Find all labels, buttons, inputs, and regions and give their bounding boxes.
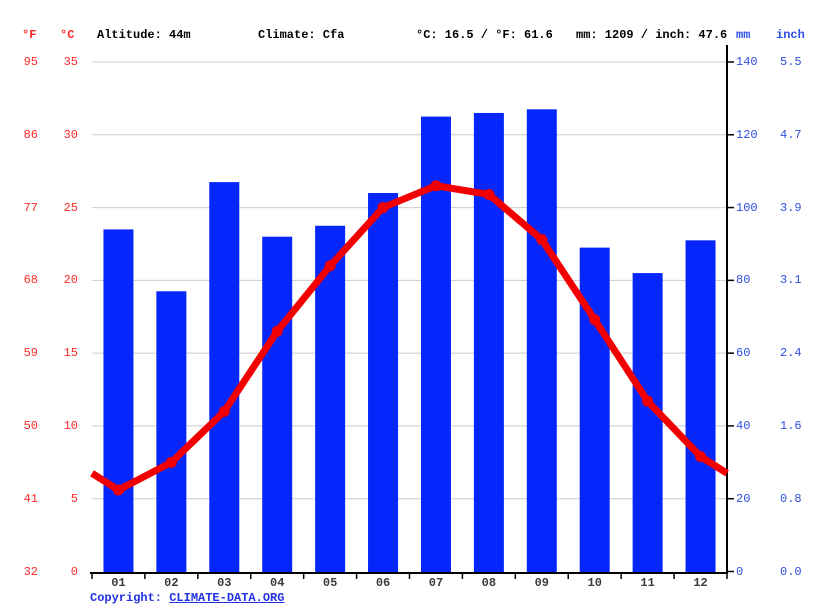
month-label: 08 — [481, 576, 497, 590]
precipitation-bar — [156, 291, 187, 573]
unit-fahrenheit-label: °F — [22, 28, 37, 42]
right-axis-mm-label: 80 — [736, 273, 751, 288]
copyright-link[interactable]: CLIMATE-DATA.ORG — [169, 591, 285, 605]
temperature-point — [589, 314, 601, 326]
right-axis-inch-label: 3.1 — [780, 273, 802, 288]
precipitation-bar — [262, 236, 293, 573]
precipitation-bar — [209, 182, 240, 573]
month-label: 03 — [217, 576, 232, 590]
month-label: 11 — [640, 576, 655, 590]
left-axis-c-label: 35 — [63, 55, 78, 69]
month-label: 10 — [587, 576, 602, 590]
precipitation-bar — [685, 240, 716, 573]
month-label: 01 — [111, 576, 126, 590]
left-axis-c-label: 30 — [63, 127, 78, 142]
left-axis-f-label: 41 — [23, 491, 38, 506]
precipitation-bar — [473, 112, 504, 573]
climate-label: Climate: Cfa — [258, 28, 345, 42]
left-axis-f-label: 59 — [23, 346, 38, 361]
temperature-point — [112, 484, 124, 496]
copyright-prefix: Copyright: — [90, 591, 170, 605]
precipitation-bar — [103, 229, 134, 573]
left-axis-c-label: 0 — [70, 564, 78, 579]
temperature-point — [271, 325, 283, 337]
temperature-point — [218, 405, 230, 417]
left-axis-f-label: 68 — [23, 273, 38, 288]
temperature-point — [536, 234, 548, 246]
temperature-point — [642, 395, 654, 407]
temperature-point — [165, 456, 177, 468]
unit-inch-label: inch — [776, 28, 805, 42]
precipitation-summary: mm: 1209 / inch: 47.6 — [576, 28, 728, 42]
month-label: 02 — [164, 576, 179, 590]
left-axis-c-label: 15 — [63, 346, 78, 361]
left-axis-f-label: 50 — [23, 418, 38, 433]
left-axis-c-label: 20 — [63, 273, 78, 288]
temperature-line — [90, 182, 729, 494]
month-label: 09 — [534, 576, 549, 590]
left-axis-c-label: 5 — [70, 491, 78, 506]
month-label: 06 — [375, 576, 391, 590]
unit-celsius-label: °C — [60, 28, 75, 42]
right-axis-mm-label: 100 — [736, 200, 758, 215]
left-axis-f-label: 77 — [23, 200, 38, 215]
left-axis-c-label: 25 — [63, 200, 78, 215]
copyright-text: Copyright: CLIMATE-DATA.ORG — [90, 591, 284, 605]
month-label: 04 — [270, 576, 285, 590]
right-axis-mm-label: 0 — [736, 564, 744, 579]
precipitation-bar — [368, 193, 399, 573]
right-axis-mm-label: 120 — [736, 127, 758, 142]
right-axis-inch-label: 5.5 — [780, 55, 802, 69]
right-axis-inch-label: 3.9 — [780, 200, 802, 215]
month-label: 12 — [693, 576, 708, 590]
left-axis-f-label: 95 — [23, 55, 38, 69]
temperature-point — [695, 450, 707, 462]
right-axis-mm-label: 40 — [736, 418, 751, 433]
right-axis-inch-label: 0.0 — [780, 564, 802, 579]
temperature-point — [430, 180, 442, 192]
left-axis-f-label: 86 — [23, 127, 38, 142]
month-label: 07 — [428, 576, 444, 590]
left-axis-f-label: 32 — [23, 564, 38, 579]
right-axis-mm-label: 60 — [736, 346, 751, 361]
right-axis-mm-label: 20 — [736, 491, 751, 506]
right-axis-mm-label: 140 — [736, 55, 758, 69]
altitude-label: Altitude: 44m — [97, 28, 191, 42]
precipitation-bar — [632, 273, 663, 573]
precipitation-bar — [579, 247, 610, 573]
left-axis-c-label: 10 — [63, 418, 78, 433]
right-axis-inch-label: 1.6 — [780, 418, 802, 433]
right-axis-inch-label: 0.8 — [780, 491, 802, 506]
temperature-summary: °C: 16.5 / °F: 61.6 — [416, 28, 553, 42]
month-label: 05 — [322, 576, 338, 590]
unit-mm-label: mm — [736, 28, 751, 42]
right-axis-inch-label: 4.7 — [780, 127, 802, 142]
right-axis-inch-label: 2.4 — [780, 346, 802, 361]
temperature-point — [324, 260, 336, 272]
temperature-point — [483, 188, 495, 200]
precipitation-bar — [526, 109, 557, 573]
temperature-point — [377, 202, 389, 214]
